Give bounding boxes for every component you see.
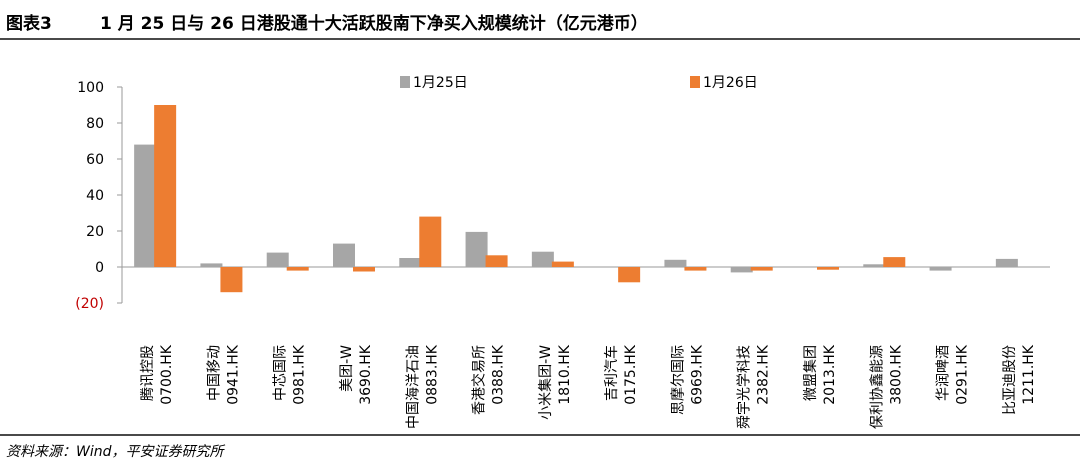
chart-title: 1 月 25 日与 26 日港股通十大活跃股南下净买入规模统计（亿元港币） <box>100 14 648 34</box>
x-category-name: 中国海洋石油 <box>405 345 421 429</box>
x-category-name: 小米集团-W <box>537 345 554 420</box>
source-note: 资料来源：Wind，平安证券研究所 <box>6 444 224 460</box>
figure-label: 图表3 <box>6 14 52 34</box>
x-category-code: 0700.HK <box>159 344 175 405</box>
bar-jan25 <box>333 243 355 267</box>
bar-jan26 <box>220 267 243 293</box>
y-tick-label: (20) <box>75 296 104 312</box>
figure-footer: 资料来源：Wind，平安证券研究所 <box>0 434 1080 464</box>
bar-jan25 <box>664 259 687 267</box>
x-category-name: 腾讯控股 <box>139 345 156 401</box>
bar-jan25 <box>200 263 223 267</box>
bar-jan26 <box>286 267 309 271</box>
legend-swatch <box>690 76 700 88</box>
bar-jan25 <box>134 144 157 267</box>
x-category-code: 0981.HK <box>292 344 308 405</box>
bar-jan26 <box>750 267 773 271</box>
x-category-code: 6969.HK <box>689 344 705 405</box>
bar-jan25 <box>995 258 1018 267</box>
x-category-name: 微盟集团 <box>802 345 819 401</box>
y-tick-label: 0 <box>95 260 104 276</box>
bar-jan26 <box>353 267 375 272</box>
chart-labels: 腾讯控股 0700.HK 中国移动 0941.HK 中芯国际 0981.HK 美团-W 369… <box>139 344 1037 429</box>
chart-bars <box>134 105 1018 293</box>
bar-jan26 <box>154 105 177 267</box>
legend-label: 1月25日 <box>413 75 468 91</box>
x-category-code: 2013.HK <box>822 344 838 405</box>
bar-jan25 <box>531 251 554 267</box>
x-category-name: 美团-W <box>339 345 355 392</box>
bar-jan26 <box>883 257 906 267</box>
chart-axes: 100 80 60 40 20 0 (20) <box>75 80 1050 312</box>
bar-jan25 <box>863 264 886 267</box>
x-category-name: 思摩尔国际 <box>669 345 686 415</box>
x-category-code: 0941.HK <box>225 344 241 405</box>
bar-jan25 <box>929 267 952 271</box>
x-category-name: 吉利汽车 <box>603 345 620 401</box>
bar-jan26 <box>684 267 707 271</box>
legend-swatch <box>400 76 410 88</box>
figure-header: 图表3 1 月 25 日与 26 日港股通十大活跃股南下净买入规模统计（亿元港币… <box>0 0 1080 40</box>
x-category-code: 2382.HK <box>756 344 772 405</box>
x-category-name: 华润啤酒 <box>936 345 952 401</box>
bar-jan26 <box>618 267 641 283</box>
x-category-name: 中芯国际 <box>273 345 289 401</box>
x-category-name: 中国移动 <box>206 345 222 401</box>
bar-jan26 <box>419 216 442 267</box>
x-category-name: 香港交易所 <box>471 345 488 415</box>
bar-jan26 <box>485 255 508 267</box>
x-category-code: 1211.HK <box>1021 344 1037 405</box>
bar-jan25 <box>399 258 422 267</box>
x-category-name: 舜宇光学科技 <box>737 345 753 429</box>
y-tick-label: 60 <box>86 152 104 168</box>
bar-jan25 <box>266 252 289 267</box>
bar-chart: 100 80 60 40 20 0 (20) 腾讯控股 0700.HK 中国移动 0941.HK 中… <box>75 75 1050 429</box>
x-category-code: 0883.HK <box>424 344 440 405</box>
y-tick-label: 40 <box>86 188 104 204</box>
x-category-name: 比亚迪股份 <box>1002 345 1018 415</box>
bar-jan25 <box>730 267 753 273</box>
x-category-code: 1810.HK <box>557 344 573 405</box>
x-category-name: 保利协鑫能源 <box>868 345 885 429</box>
bar-jan26 <box>551 261 574 267</box>
x-category-code: 0291.HK <box>955 344 971 405</box>
bar-jan26 <box>817 267 839 270</box>
y-tick-label: 80 <box>86 116 104 132</box>
chart-legend: 1月25日 1月26日 <box>400 75 758 91</box>
y-tick-label: 100 <box>77 80 104 96</box>
x-category-code: 3800.HK <box>888 344 904 405</box>
y-tick-label: 20 <box>86 224 104 240</box>
x-category-code: 0175.HK <box>623 344 639 405</box>
legend-label: 1月26日 <box>703 75 758 91</box>
x-category-code: 0388.HK <box>491 344 507 405</box>
x-category-code: 3690.HK <box>358 344 374 405</box>
bar-jan25 <box>465 231 488 267</box>
